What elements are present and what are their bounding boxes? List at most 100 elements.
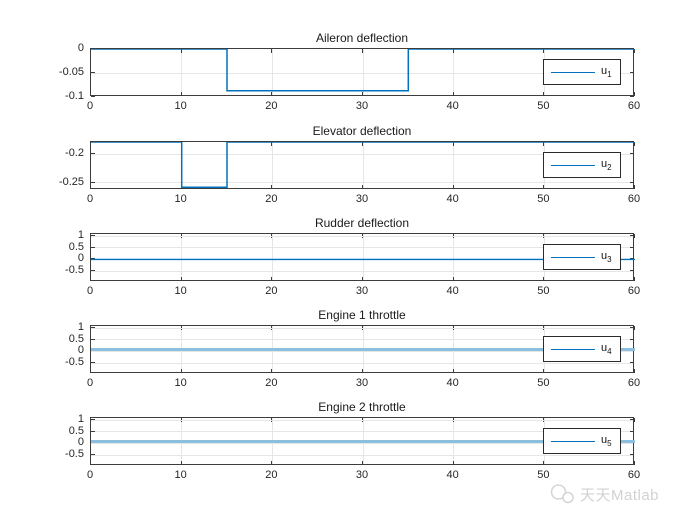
- x-tick-label: 20: [265, 193, 278, 205]
- tick-mark: [634, 234, 635, 238]
- x-tick-label: 60: [627, 377, 641, 389]
- legend-label: u5: [601, 433, 612, 449]
- signal-line: [91, 49, 635, 92]
- tick-mark: [271, 369, 273, 373]
- y-tick-label: -0.1: [65, 90, 84, 102]
- tick-mark: [362, 49, 363, 53]
- tick-mark: [362, 142, 363, 146]
- tick-mark: [271, 185, 273, 189]
- legend[interactable]: u3: [543, 244, 621, 270]
- tick-mark: [362, 277, 363, 281]
- tick-mark: [90, 234, 91, 238]
- x-tick-label: 50: [537, 469, 550, 481]
- y-tick-label: 0.5: [68, 240, 84, 253]
- x-tick-label: 20: [265, 100, 278, 112]
- gridline: [91, 419, 633, 421]
- tick-mark: [91, 270, 95, 272]
- x-tick-label: 10: [174, 469, 187, 481]
- x-tick-label: 30: [355, 100, 369, 112]
- tick-mark: [630, 181, 634, 183]
- y-tick-label: -0.05: [58, 66, 84, 78]
- x-tick-label: 10: [174, 193, 187, 205]
- y-tick-label: 0: [77, 436, 84, 449]
- gridline: [453, 142, 455, 188]
- legend[interactable]: u2: [543, 152, 621, 178]
- x-tick-label: 20: [265, 469, 278, 481]
- tick-mark: [630, 96, 634, 97]
- tick-mark: [180, 49, 182, 53]
- tick-mark: [91, 338, 95, 340]
- signal-line: [91, 142, 635, 188]
- x-tick-label: 20: [265, 377, 278, 389]
- tick-mark: [91, 181, 95, 183]
- x-tick-label: 0: [86, 193, 94, 205]
- tick-mark: [630, 454, 634, 456]
- y-tick-label: 0: [77, 252, 84, 265]
- gridline: [91, 270, 633, 272]
- x-tick-label: 10: [174, 100, 187, 112]
- x-tick-label: 50: [537, 193, 550, 205]
- watermark: 天天Matlab: [549, 483, 659, 506]
- gridline: [271, 142, 273, 188]
- gridline: [362, 49, 364, 95]
- y-tick-label: 1: [77, 229, 84, 242]
- tick-mark: [91, 235, 95, 237]
- tick-mark: [634, 418, 635, 422]
- x-tick-label: 50: [537, 285, 550, 297]
- tick-mark: [91, 72, 95, 73]
- tick-mark: [91, 419, 95, 421]
- x-tick-label: 60: [627, 100, 641, 112]
- tick-mark: [90, 369, 91, 373]
- legend-line-sample: [551, 164, 595, 166]
- y-tick-label: -0.5: [65, 264, 84, 277]
- y-tick-label: 0: [77, 42, 84, 54]
- x-tick-label: 60: [627, 193, 641, 205]
- x-tick-label: 0: [86, 285, 94, 297]
- legend-line-sample: [551, 348, 595, 350]
- y-tick-label: -0.5: [65, 356, 84, 369]
- tick-mark: [271, 142, 273, 146]
- gridline: [91, 153, 633, 155]
- legend[interactable]: u5: [543, 428, 621, 454]
- x-tick-label: 10: [174, 285, 187, 297]
- tick-mark: [630, 362, 634, 364]
- tick-mark: [90, 461, 91, 465]
- gridline: [91, 235, 633, 237]
- gridline: [91, 442, 633, 444]
- tick-mark: [630, 419, 634, 421]
- x-tick-label: 0: [86, 377, 94, 389]
- tick-mark: [362, 461, 363, 465]
- legend[interactable]: u4: [543, 336, 621, 362]
- y-tick-label: 0: [77, 344, 84, 357]
- tick-mark: [543, 185, 545, 189]
- tick-mark: [543, 49, 545, 53]
- x-tick-label: 40: [446, 377, 459, 389]
- x-tick-label: 20: [265, 285, 278, 297]
- tick-mark: [452, 185, 454, 189]
- legend[interactable]: u1: [543, 59, 621, 85]
- x-tick-label: 30: [355, 469, 369, 481]
- tick-mark: [452, 92, 454, 96]
- legend-label: u3: [601, 249, 612, 265]
- y-tick-label: -0.5: [65, 448, 84, 461]
- gridline: [181, 234, 183, 280]
- x-tick-label: 40: [446, 469, 459, 481]
- legend-label: u4: [601, 341, 612, 357]
- tick-mark: [634, 185, 635, 189]
- x-tick-label: 10: [174, 377, 187, 389]
- gridline: [91, 431, 633, 433]
- gridline: [362, 142, 364, 188]
- tick-mark: [634, 142, 635, 146]
- tick-mark: [90, 185, 91, 189]
- watermark-text: 天天Matlab: [580, 487, 660, 504]
- gridline: [91, 339, 633, 341]
- gridline: [91, 247, 633, 249]
- tick-mark: [91, 327, 95, 329]
- tick-mark: [543, 277, 545, 281]
- y-tick-label: 1: [77, 321, 84, 334]
